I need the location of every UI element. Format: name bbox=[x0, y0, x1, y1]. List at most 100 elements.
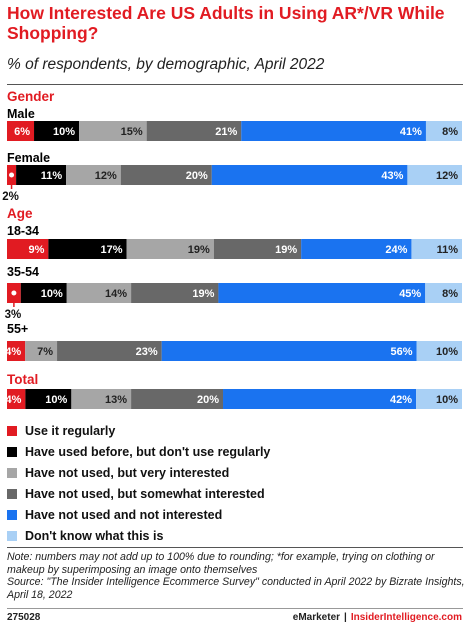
bar-segment bbox=[211, 165, 408, 185]
data-label: 17% bbox=[100, 244, 122, 256]
bar-segment bbox=[425, 283, 462, 303]
bar-segment bbox=[57, 341, 162, 361]
data-label: 23% bbox=[136, 346, 158, 358]
legend-item: Have not used, but somewhat interested bbox=[7, 483, 270, 504]
data-label: 20% bbox=[197, 394, 219, 406]
data-label: 15% bbox=[121, 126, 143, 138]
chart-legend: Use it regularly Have used before, but do… bbox=[7, 420, 270, 546]
data-label: 43% bbox=[381, 170, 403, 182]
data-label: 11% bbox=[41, 170, 63, 182]
row-label: 18-34 bbox=[7, 224, 39, 238]
legend-label: Use it regularly bbox=[25, 423, 116, 438]
legend-label: Have not used and not interested bbox=[25, 507, 223, 522]
data-label: 42% bbox=[390, 394, 412, 406]
chart-notes: Note: numbers may not add up to 100% due… bbox=[7, 551, 467, 601]
bar-segment bbox=[416, 341, 462, 361]
bar-segment bbox=[66, 165, 121, 185]
bar-segment bbox=[25, 341, 58, 361]
bar-segment bbox=[407, 165, 462, 185]
title-divider bbox=[7, 84, 463, 85]
data-label-callout: 3% bbox=[5, 309, 22, 321]
data-label: 4% bbox=[5, 394, 21, 406]
row-label: 35-54 bbox=[7, 265, 39, 279]
bar-segment bbox=[146, 121, 242, 141]
data-label: 19% bbox=[275, 244, 297, 256]
bar-segment bbox=[131, 283, 219, 303]
group-heading: Total bbox=[7, 372, 38, 387]
legend-swatch bbox=[7, 530, 17, 541]
bar-segment bbox=[223, 389, 417, 409]
footer-divider bbox=[7, 608, 463, 609]
data-label: 21% bbox=[215, 126, 237, 138]
stacked-bar-chart: Gender Male 6% 10% 15% 21% 41% 8% Female 2% 11% 12%… bbox=[2, 89, 462, 409]
data-label: 12% bbox=[436, 170, 458, 182]
data-label-callout: 2% bbox=[2, 191, 19, 203]
bar-segment bbox=[79, 121, 147, 141]
data-label: 19% bbox=[188, 244, 210, 256]
bar-segment bbox=[7, 121, 35, 141]
chart-subtitle: % of respondents, by demographic, April … bbox=[7, 56, 325, 73]
data-label: 13% bbox=[105, 394, 127, 406]
bar-segment bbox=[301, 239, 412, 259]
bar-segment bbox=[7, 341, 26, 361]
legend-label: Have used before, but don't use regularl… bbox=[25, 444, 271, 459]
row-label: 55+ bbox=[7, 322, 28, 336]
legend-swatch bbox=[7, 425, 17, 436]
bar-segment bbox=[7, 389, 26, 409]
legend-label: Have not used, but somewhat interested bbox=[25, 486, 265, 501]
group-heading: Age bbox=[7, 206, 33, 221]
legend-label: Don't know what this is bbox=[25, 528, 164, 543]
row-label: Female bbox=[7, 151, 50, 165]
legend-swatch bbox=[7, 509, 17, 520]
source-text: Source: "The Insider Intelligence Ecomme… bbox=[7, 576, 465, 601]
data-label: 56% bbox=[390, 346, 412, 358]
data-label: 8% bbox=[442, 288, 458, 300]
bar-segment bbox=[20, 283, 67, 303]
data-label: 11% bbox=[437, 244, 459, 256]
legend-item: Have used before, but don't use regularl… bbox=[7, 441, 270, 462]
data-label: 8% bbox=[442, 126, 458, 138]
data-label: 41% bbox=[400, 126, 422, 138]
bar-segment bbox=[218, 283, 426, 303]
bar-segment bbox=[16, 165, 67, 185]
data-label: 24% bbox=[385, 244, 407, 256]
legend-item: Use it regularly bbox=[7, 420, 270, 441]
legend-label: Have not used, but very interested bbox=[25, 465, 230, 480]
data-label: 14% bbox=[105, 288, 127, 300]
data-label: 10% bbox=[45, 394, 67, 406]
brand-credit: eMarketer | InsiderIntelligence.com bbox=[293, 612, 462, 623]
notes-divider bbox=[7, 547, 463, 548]
bar-segment bbox=[213, 239, 302, 259]
brand-separator: | bbox=[344, 612, 347, 623]
data-label: 4% bbox=[5, 346, 21, 358]
bar-segment bbox=[161, 341, 417, 361]
group-heading: Gender bbox=[7, 89, 55, 104]
data-label: 45% bbox=[399, 288, 421, 300]
bar-segment bbox=[416, 389, 462, 409]
bar-segment bbox=[71, 389, 132, 409]
bar-segment bbox=[7, 239, 49, 259]
note-text: Note: numbers may not add up to 100% due… bbox=[7, 551, 435, 576]
legend-swatch bbox=[7, 446, 17, 457]
bar-segment bbox=[120, 165, 212, 185]
bar-segment bbox=[241, 121, 426, 141]
callout-dot bbox=[9, 172, 15, 178]
bar-segment bbox=[425, 121, 462, 141]
data-label: 12% bbox=[95, 170, 117, 182]
bar-segment bbox=[66, 283, 132, 303]
bar-segment bbox=[411, 239, 462, 259]
data-label: 10% bbox=[53, 126, 75, 138]
data-label: 9% bbox=[28, 244, 44, 256]
legend-item: Have not used, but very interested bbox=[7, 462, 270, 483]
data-label: 19% bbox=[192, 288, 214, 300]
legend-item: Don't know what this is bbox=[7, 525, 270, 546]
row-label: Male bbox=[7, 107, 35, 121]
bar-segment bbox=[48, 239, 127, 259]
data-label: 10% bbox=[41, 288, 63, 300]
bar-segment bbox=[34, 121, 80, 141]
brand-insiderintelligence: InsiderIntelligence.com bbox=[350, 612, 462, 623]
data-label: 10% bbox=[436, 346, 458, 358]
data-label: 20% bbox=[186, 170, 208, 182]
data-label: 10% bbox=[436, 394, 458, 406]
legend-swatch bbox=[7, 467, 17, 478]
